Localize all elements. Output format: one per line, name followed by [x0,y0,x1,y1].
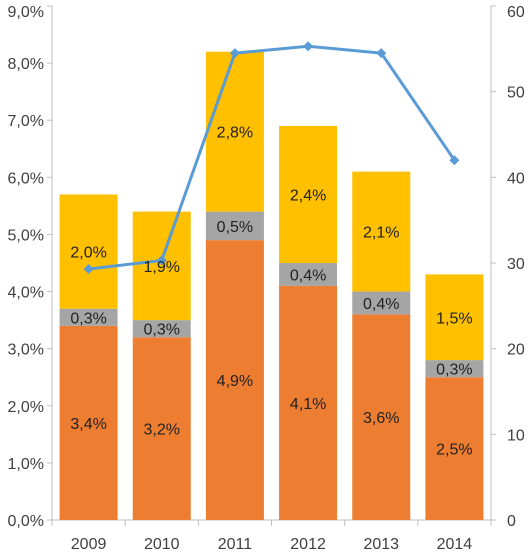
data-label: 3,4% [70,416,106,433]
data-label: 0,5% [217,219,253,236]
data-label: 2,8% [217,125,253,142]
axes-group [47,5,496,526]
bar-segment-2 [425,360,484,378]
y-left-tick-label: 7,0% [8,113,44,130]
bar-segment-2 [132,320,191,338]
bar-segment-3 [425,274,484,361]
y-right-tick-label: 30 [507,256,525,273]
data-label: 1,5% [436,310,472,327]
x-tick-label: 2009 [71,536,107,553]
y-right-tick-label: 0 [507,513,516,530]
data-label: 0,4% [290,267,326,284]
bar-segment-1 [132,337,191,520]
data-labels-group: 3,4% 0,3% 2,0% 3,2% 0,3% 1,9% 4,9% 0,5% 2,8% 4,1%… [70,125,472,459]
bar-segment-1 [205,240,264,520]
line-marker [449,155,460,166]
bar-segment-3 [279,125,338,263]
bar-segment-2 [279,263,338,286]
y-left-tick-label: 6,0% [8,170,44,187]
bar-segment-2 [59,308,118,326]
bar-segment-3 [132,211,191,321]
data-label: 2,0% [70,245,106,262]
data-label: 2,4% [290,187,326,204]
data-label: 3,6% [363,410,399,427]
x-tick-label: 2013 [363,536,399,553]
bar-segment-1 [425,377,484,520]
data-label: 1,9% [144,259,180,276]
bar-segment-3 [205,51,264,212]
tick-labels-group: 0,0% 1,0% 2,0% 3,0% 4,0% 5,0% 6,0% 7,0% 8,0% 9,0%… [8,4,525,553]
y-right-tick-label: 20 [507,342,525,359]
y-right-tick-label: 50 [507,85,525,102]
bar-segment-3 [352,171,411,292]
y-right-tick-label: 60 [507,4,525,21]
data-label: 4,9% [217,373,253,390]
line-series-group [83,41,460,274]
y-left-tick-label: 0,0% [8,513,44,530]
line-marker [156,255,167,266]
y-left-tick-label: 3,0% [8,342,44,359]
y-left-tick-label: 8,0% [8,56,44,73]
x-tick-label: 2014 [437,536,473,553]
data-label: 0,3% [436,362,472,379]
bar-segment-1 [59,325,118,520]
bar-segment-2 [205,211,264,241]
y-right-tick-label: 10 [507,427,525,444]
line-marker [376,48,387,59]
x-tick-label: 2011 [218,536,253,553]
x-tick-label: 2010 [144,536,180,553]
y-left-tick-label: 4,0% [8,285,44,302]
line-marker [229,48,240,59]
bar-segment-1 [279,285,338,520]
bar-segment-3 [59,194,118,309]
line-marker [303,41,314,52]
line-series-1 [88,44,456,271]
data-label: 0,4% [363,296,399,313]
data-label: 4,1% [290,396,326,413]
data-label: 3,2% [144,422,180,439]
data-label: 0,3% [70,310,106,327]
data-label: 0,3% [144,322,180,339]
bar-segment-1 [352,314,411,520]
bar-segment-2 [352,291,411,315]
data-label: 2,1% [363,225,399,242]
y-left-tick-label: 1,0% [8,456,44,473]
bars-group [59,51,484,520]
y-right-tick-label: 40 [507,170,525,187]
y-left-tick-label: 9,0% [8,4,44,21]
data-label: 2,5% [436,442,472,459]
x-tick-label: 2012 [290,536,326,553]
y-left-tick-label: 5,0% [8,227,44,244]
y-left-tick-label: 2,0% [8,399,44,416]
line-marker [83,263,94,274]
